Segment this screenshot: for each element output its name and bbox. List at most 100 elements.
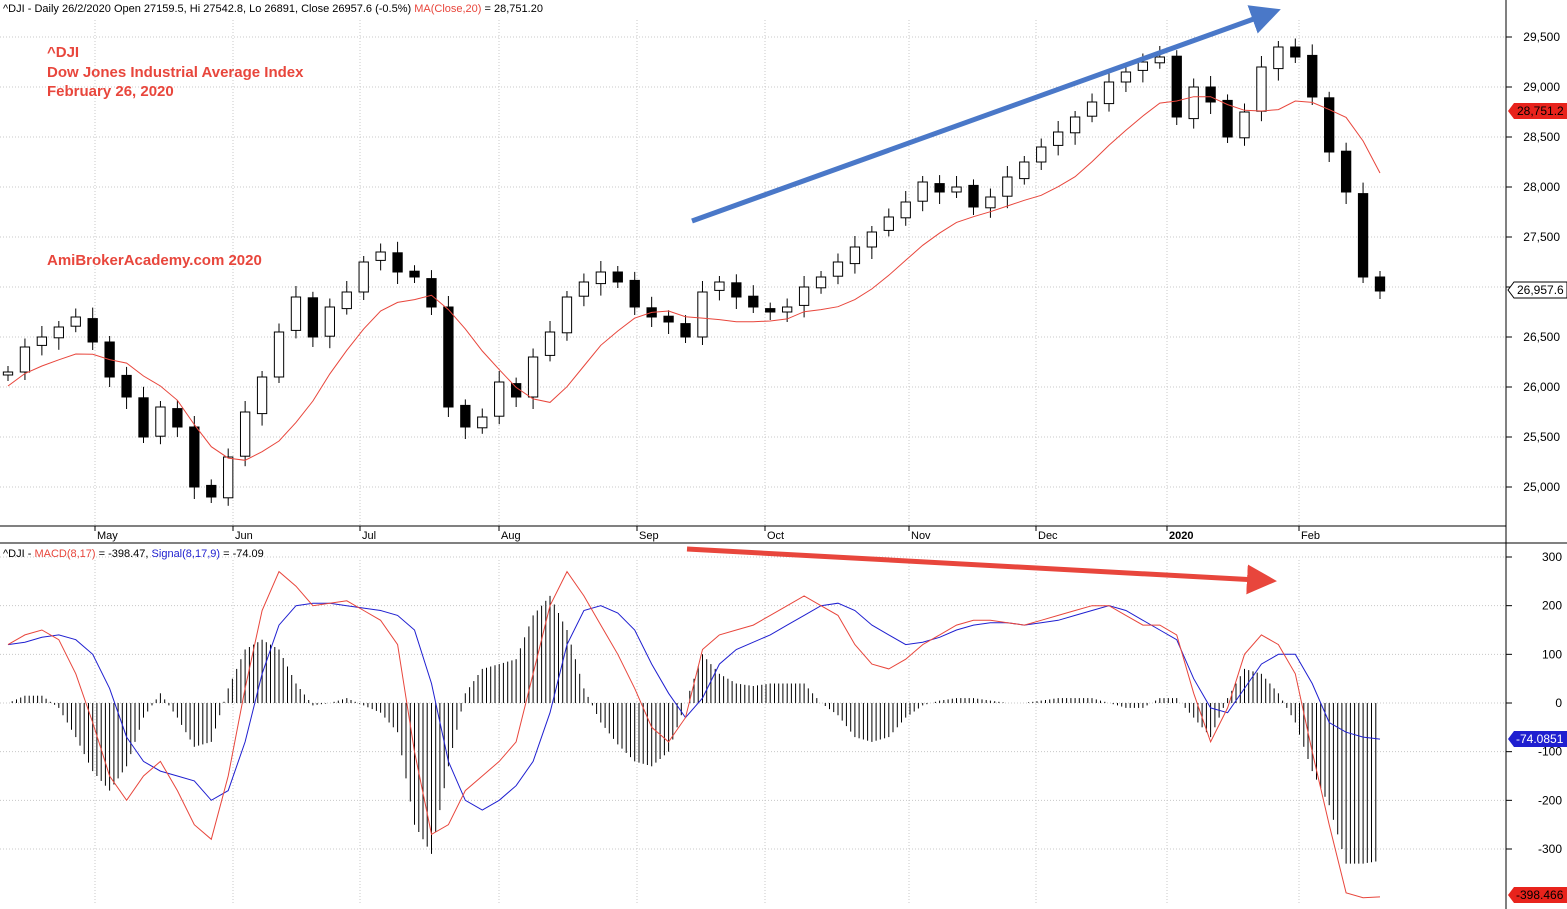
candle <box>680 315 691 343</box>
close-value-tag: 26,957.6 <box>1507 281 1567 299</box>
candle <box>782 298 793 322</box>
macd-tick-label: -200 <box>1538 793 1562 807</box>
candle <box>1374 271 1386 299</box>
candle-body <box>1357 193 1369 278</box>
ma-value-tag: 28,751.2 <box>1508 103 1567 119</box>
candle-body <box>900 201 911 219</box>
candle <box>951 176 962 198</box>
candle-body <box>460 404 471 428</box>
candle <box>324 298 335 349</box>
candle-body <box>87 318 98 343</box>
candle-body <box>1290 46 1301 58</box>
candle <box>1171 50 1182 125</box>
candle <box>1273 41 1284 81</box>
candle-body <box>968 184 979 208</box>
candle-body <box>53 326 64 339</box>
candle-body <box>798 286 810 306</box>
candle-body <box>1324 97 1335 153</box>
ma-value-tag-text: 28,751.2 <box>1517 104 1564 118</box>
candle <box>1290 38 1301 63</box>
price-tick-label: 29,500 <box>1523 30 1560 44</box>
candle <box>138 386 149 443</box>
candle <box>1103 71 1115 112</box>
candle-body <box>426 278 437 308</box>
candle-body <box>1222 99 1233 138</box>
macd-tick-label: 100 <box>1542 647 1562 661</box>
macd-header-symbol: ^DJI <box>3 548 25 560</box>
candle <box>595 261 606 296</box>
candle <box>1205 76 1216 114</box>
month-label: Sep <box>639 530 659 542</box>
candle <box>663 310 674 334</box>
candle <box>1036 138 1047 170</box>
candle <box>307 291 319 347</box>
macd-line <box>7 570 1381 899</box>
candle-body <box>494 381 505 417</box>
candle <box>968 179 979 215</box>
candle-body <box>358 261 369 293</box>
macd-histogram <box>11 595 1377 864</box>
candle-body <box>765 308 776 313</box>
macd-header-sep: - <box>25 548 35 560</box>
candle-body <box>155 406 166 437</box>
candle <box>121 366 132 409</box>
candle <box>612 266 623 288</box>
close-value-tag-text: 26,957.6 <box>1517 283 1564 297</box>
candle-body <box>172 408 183 428</box>
candle <box>239 401 251 467</box>
macd-y-ticks: 300 200 100 0 -100 -200 -300 <box>1506 550 1562 856</box>
candle-body <box>680 323 691 338</box>
candle <box>1154 46 1165 69</box>
candle-body <box>121 374 132 398</box>
candle <box>223 448 234 506</box>
price-header-info: - Daily 26/2/2020 Open 27159.5, Hi 27542… <box>25 3 415 15</box>
candle-body <box>510 383 522 398</box>
candle <box>1019 156 1030 185</box>
candle-body <box>782 306 793 313</box>
candle <box>494 371 505 425</box>
candle <box>290 286 302 339</box>
price-tick-label: 28,000 <box>1523 180 1560 194</box>
candle-body <box>578 281 590 297</box>
watermark: AmiBrokerAcademy.com 2020 <box>47 252 262 269</box>
candle-body <box>307 297 319 338</box>
candle <box>341 281 352 315</box>
price-tick-label: 26,000 <box>1523 380 1560 394</box>
candle <box>697 281 708 345</box>
candle-body <box>189 426 200 488</box>
candle <box>798 276 810 318</box>
candle-body <box>1019 161 1030 180</box>
candle <box>1357 182 1369 283</box>
signal-value-tag-text: -74.0851 <box>1516 732 1564 746</box>
candle-body <box>1086 101 1098 117</box>
candle-body <box>70 316 81 327</box>
month-label: Feb <box>1301 530 1320 542</box>
macd-tick-label: 300 <box>1542 550 1562 564</box>
candle <box>409 265 420 283</box>
candle-body <box>1205 86 1216 103</box>
candle-body <box>697 291 708 338</box>
candle <box>1086 93 1098 123</box>
price-header-symbol: ^DJI <box>3 3 25 15</box>
candle-body <box>273 331 285 378</box>
candle <box>1120 66 1132 92</box>
annotation-date: February 26, 2020 <box>47 83 174 100</box>
candle <box>392 241 403 284</box>
candle-body <box>849 246 861 265</box>
candle <box>849 236 861 274</box>
candle-body <box>866 231 878 248</box>
candle-body <box>561 296 573 334</box>
candle-body <box>612 271 623 283</box>
candle-body <box>663 315 674 323</box>
candle-body <box>1273 46 1284 70</box>
macd-value-tag: -398.466 <box>1508 887 1567 903</box>
month-label: Aug <box>501 530 521 542</box>
candle <box>87 307 98 350</box>
candle <box>206 479 217 503</box>
candle-body <box>629 279 640 308</box>
candle-body <box>731 282 742 298</box>
candle <box>578 273 590 307</box>
candle-body <box>239 411 251 457</box>
candle-body <box>1036 146 1047 163</box>
annotation-name: Dow Jones Industrial Average Index <box>47 64 304 81</box>
